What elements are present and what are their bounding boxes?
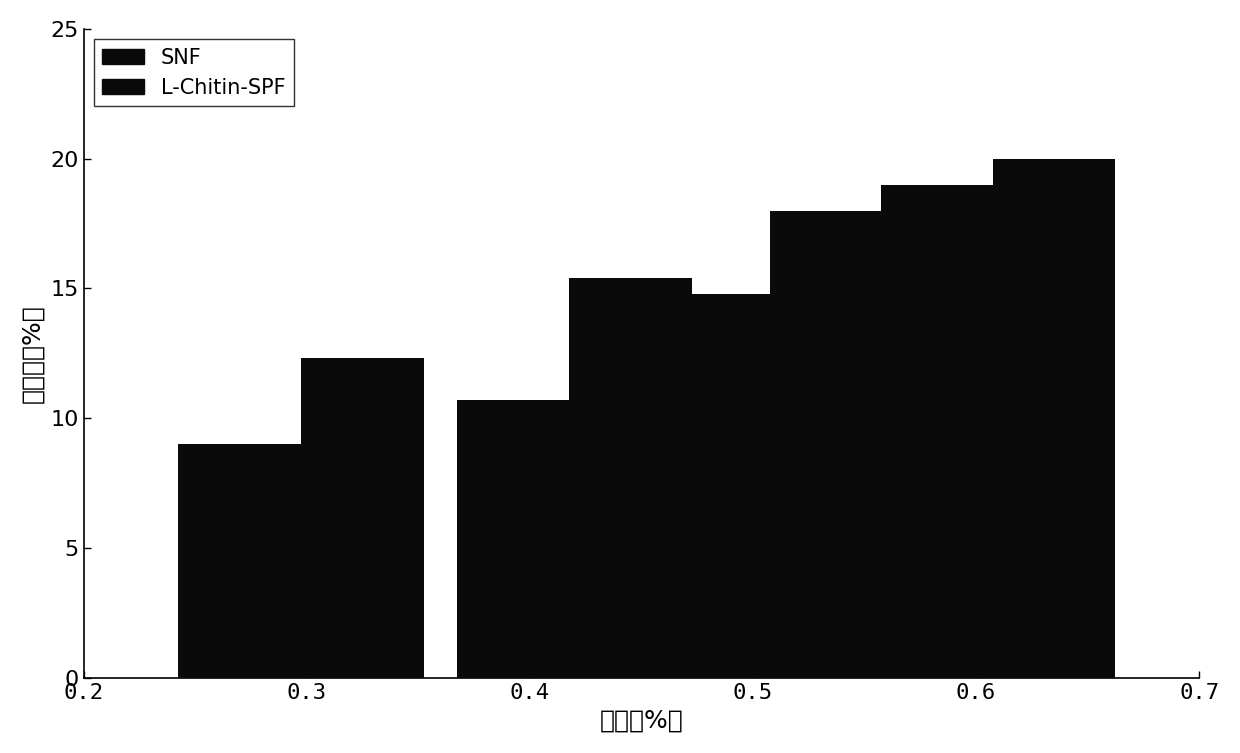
X-axis label: 掺量（%）: 掺量（%） [599, 708, 683, 732]
Bar [658, 294, 781, 678]
Bar [770, 211, 893, 678]
Bar [569, 278, 692, 678]
Y-axis label: 减水率（%）: 减水率（%） [21, 304, 45, 403]
Bar [301, 358, 424, 678]
Bar [882, 184, 1004, 678]
Bar [993, 159, 1116, 678]
Bar [179, 444, 301, 678]
Legend: SNF, L-Chitin-SPF: SNF, L-Chitin-SPF [94, 39, 294, 106]
Bar [458, 400, 580, 678]
